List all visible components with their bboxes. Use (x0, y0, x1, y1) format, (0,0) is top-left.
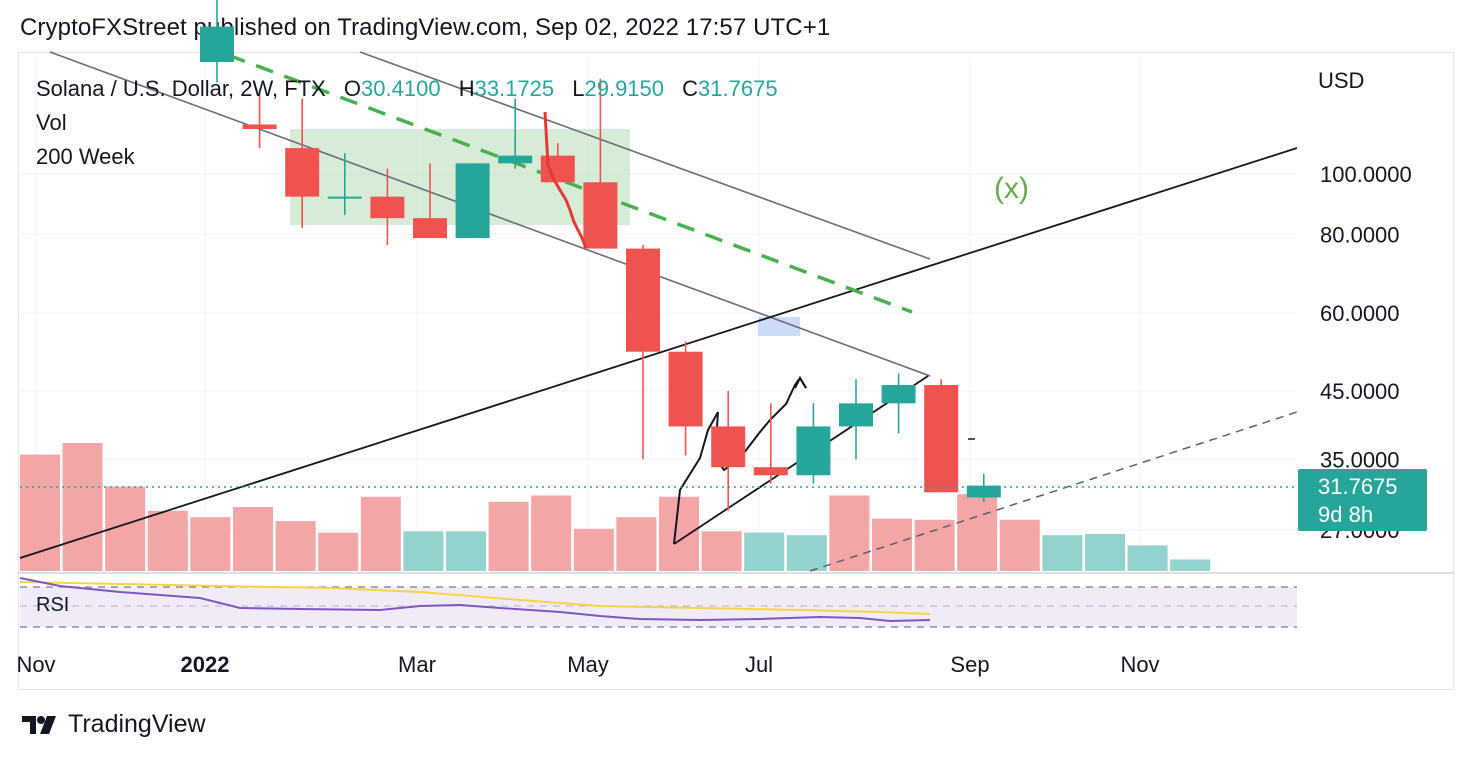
time-tick-label: Mar (398, 652, 436, 677)
publish-header: CryptoFXStreet published on TradingView.… (20, 14, 831, 41)
candle-up (200, 26, 234, 63)
candle-down (626, 248, 660, 352)
volume-bar (403, 531, 444, 571)
price-tick-label: 45.0000 (1320, 379, 1400, 404)
candle-down (583, 182, 618, 249)
candlesticks (200, 0, 1001, 511)
time-tick-label: Sep (950, 652, 989, 677)
legend-open-label: O (343, 76, 362, 101)
volume-bar (488, 501, 529, 571)
price-tick-label: 80.0000 (1320, 223, 1400, 248)
volume-bar (360, 496, 401, 571)
candle-down (413, 218, 447, 239)
tradingview-logo-icon (22, 715, 56, 734)
legend-open: 30.4100 (361, 76, 441, 101)
candle-up (455, 163, 490, 239)
daily-price-path (543, 111, 588, 249)
price-tick-label: 100.0000 (1320, 162, 1412, 187)
volume-bar (786, 535, 827, 571)
volume-bar (829, 495, 870, 571)
chart-frame (18, 52, 1454, 690)
volume-bar (957, 494, 998, 571)
dashed-green-resistance (227, 53, 913, 314)
candle-down (285, 148, 320, 197)
tradingview-footer[interactable]: TradingView (20, 710, 206, 739)
tradingview-brand-text: TradingView (68, 710, 206, 738)
rsi-ma-line (19, 581, 931, 615)
volume-bar (616, 517, 657, 571)
legend-volume: Vol (36, 110, 67, 135)
candle-down (370, 196, 405, 219)
legend-low-label: L (572, 76, 585, 101)
price-tick-label: 35.0000 (1320, 447, 1400, 472)
candle-up (881, 385, 916, 404)
volume-bar (999, 519, 1040, 571)
legend-low: 29.9150 (584, 76, 665, 101)
candle-down (711, 426, 746, 468)
dashed-support-projection (809, 411, 1298, 572)
long-term-support-line (19, 147, 1298, 559)
volume-bar (318, 532, 359, 571)
volume-bar (62, 443, 103, 571)
candle-down (924, 385, 959, 493)
volume-bar (573, 528, 614, 571)
time-tick-label: 2022 (181, 652, 230, 677)
time-tick-label: Nov (1120, 652, 1159, 677)
volume-bar (20, 454, 60, 571)
candle-down (242, 124, 277, 130)
volume-bar (1085, 533, 1125, 571)
volume-bar (531, 495, 572, 571)
time-tick-label: Nov (16, 652, 55, 677)
legend-close-label: C (682, 76, 699, 101)
volume-bar (233, 507, 273, 571)
volume-bar (659, 496, 699, 571)
volume-bar (701, 531, 742, 571)
last-price-tag: 31.7675 9d 8h (1298, 469, 1427, 531)
legend-high-label: H (458, 76, 475, 101)
chart-legend: Solana / U.S. Dollar, 2W, FTX O30.4100 H… (36, 72, 778, 174)
candle-down (668, 351, 703, 427)
volume-bar (1127, 545, 1168, 571)
legend-ohlc-row: Solana / U.S. Dollar, 2W, FTX O30.4100 H… (36, 72, 778, 106)
price-tick-label: 60.0000 (1320, 301, 1400, 326)
candle-up (966, 485, 1001, 498)
candle-up (327, 196, 362, 199)
time-tick-label: Jul (745, 652, 773, 677)
volume-bar (914, 519, 955, 571)
legend-symbol: Solana / U.S. Dollar, 2W, FTX (36, 76, 326, 101)
wave-x-annotation: (x) (994, 172, 1029, 205)
time-axis: Nov 2022 Mar May Jul Sep Nov (16, 652, 1159, 677)
volume-bar (190, 517, 231, 571)
volume-bar (1170, 559, 1211, 571)
rsi-line (19, 577, 931, 623)
last-price-value: 31.7675 (1318, 474, 1398, 499)
volume-bar (1042, 535, 1083, 571)
volume-bar (744, 532, 785, 571)
wedge-arrow (794, 375, 807, 389)
candle-up (796, 426, 831, 476)
candle-up (839, 403, 873, 427)
volume-bar (446, 531, 486, 571)
lower-channel-line (49, 51, 931, 377)
legend-close: 31.7675 (698, 76, 778, 101)
volume-bar (147, 510, 188, 571)
bar-countdown: 9d 8h (1318, 502, 1374, 527)
legend-moving-average: 200 Week (36, 144, 135, 169)
legend-high: 33.1725 (474, 76, 555, 101)
volume-bar (275, 521, 316, 571)
rsi-label: RSI (36, 594, 70, 616)
candle-down (753, 467, 788, 476)
currency-label: USD (1318, 68, 1365, 93)
candle-up (498, 155, 533, 164)
volume-bars (20, 443, 1211, 571)
blue-target-zone (758, 317, 800, 336)
upper-channel-line (359, 51, 931, 260)
time-tick-label: May (567, 652, 609, 677)
